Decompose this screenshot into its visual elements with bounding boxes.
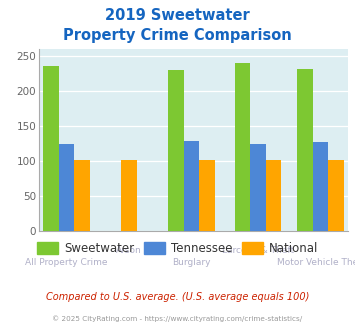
Bar [266, 160, 282, 231]
Text: Property Crime Comparison: Property Crime Comparison [63, 28, 292, 43]
Bar [297, 69, 313, 231]
Text: Compared to U.S. average. (U.S. average equals 100): Compared to U.S. average. (U.S. average … [46, 292, 309, 302]
Text: Burglary: Burglary [172, 257, 211, 267]
Bar [184, 141, 200, 231]
Text: Motor Vehicle Theft: Motor Vehicle Theft [277, 257, 355, 267]
Bar [328, 160, 344, 231]
Bar [59, 144, 74, 231]
Bar [168, 70, 184, 231]
Bar [43, 66, 59, 231]
Bar [74, 160, 90, 231]
Bar [313, 142, 328, 231]
Text: All Property Crime: All Property Crime [25, 257, 108, 267]
Bar [121, 160, 137, 231]
Text: 2019 Sweetwater: 2019 Sweetwater [105, 8, 250, 23]
Text: Arson: Arson [116, 247, 142, 255]
Text: © 2025 CityRating.com - https://www.cityrating.com/crime-statistics/: © 2025 CityRating.com - https://www.city… [53, 315, 302, 322]
Bar [235, 63, 250, 231]
Bar [250, 144, 266, 231]
Legend: Sweetwater, Tennessee, National: Sweetwater, Tennessee, National [32, 237, 323, 260]
Bar [200, 160, 215, 231]
Text: Larceny & Theft: Larceny & Theft [222, 247, 294, 255]
